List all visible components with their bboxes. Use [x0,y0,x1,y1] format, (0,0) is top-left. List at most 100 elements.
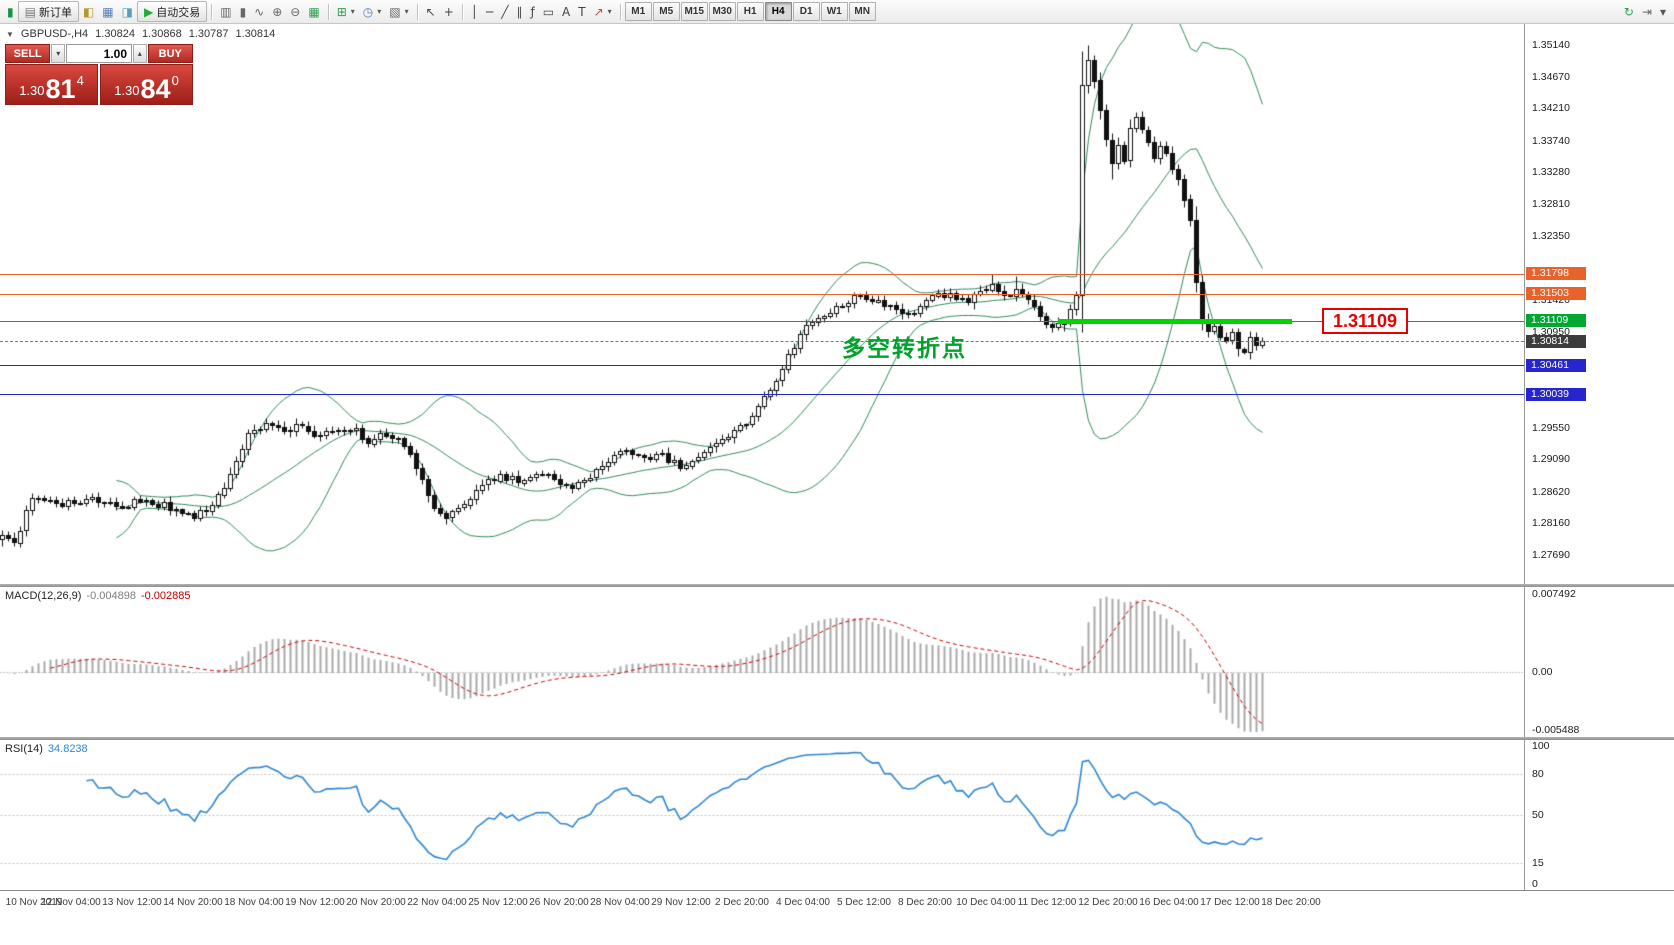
ohlc-low: 1.30787 [188,28,229,40]
fibonacci-button[interactable]: ƒ [526,1,538,22]
sell-price-pips: 81 [45,74,76,105]
period-button[interactable]: ◷ ▾ [359,1,386,22]
app-icon: ▮ [7,4,14,19]
timeframe-button-m30[interactable]: M30 [708,2,736,21]
macd-scale-label: 0.007492 [1532,588,1576,601]
label-button[interactable]: T [574,1,589,22]
new-order-button[interactable]: ▤ 新订单 [17,1,79,22]
trendline-icon: ╱ [501,4,509,19]
pane-separator[interactable] [0,737,1674,740]
price-scale[interactable]: 1.35140 1.34670 1.34210 1.33740 1.33280 1.328… [1524,24,1674,890]
one-click-collapse-icon[interactable]: ▼ [6,29,14,39]
price-scale-label: 1.34670 [1532,70,1570,83]
blue-support-line-1[interactable] [0,365,1524,367]
macd-indicator-label: MACD(12,26,9) -0.004898 -0.002885 [5,590,191,602]
lot-up-button[interactable]: ▴ [133,44,147,63]
timeframe-button-d1[interactable]: D1 [792,2,820,21]
blue-support-line-2[interactable] [0,394,1524,396]
rsi-scale-label: 50 [1532,809,1544,821]
annotation-text[interactable]: 多空转折点 [842,335,967,361]
timeframe-button-m5[interactable]: M5 [652,2,680,21]
channel-icon: ∥ [516,4,523,19]
arrows-button[interactable]: ↗ ▾ [590,1,616,22]
time-axis-label: 19 Nov 12:00 [285,897,345,908]
cursor-button[interactable]: ↖ [422,1,440,22]
line-chart-button[interactable]: ∿ [250,1,268,22]
macd-signal-value: -0.002885 [140,590,191,602]
timeframe-button-m15[interactable]: M15 [680,2,708,21]
sell-price-panel[interactable]: 1.30 81 4 [5,64,98,105]
macd-title-text: MACD(12,26,9) [5,590,82,602]
one-click-top-row: SELL ▾ ▴ BUY [5,44,193,63]
period-icon: ◷ [362,4,374,19]
navigator-icon: ◨ [121,4,133,19]
orange-resistance-line-1[interactable] [0,273,1524,275]
caret-down-icon: ▾ [350,7,355,16]
buy-price-pipette: 0 [171,73,179,88]
auto-scroll-button[interactable]: ↻ [1620,1,1638,22]
data-window-button[interactable]: ▦ [98,1,117,22]
pane-separator[interactable] [0,584,1674,587]
zoom-in-button[interactable]: ⊕ [268,1,286,22]
timeframe-button-h1[interactable]: H1 [736,2,764,21]
time-axis-label: 13 Nov 12:00 [102,897,162,908]
autotrading-button-label: 自动交易 [156,6,201,19]
orange-resistance-line-2[interactable] [0,293,1524,295]
tile-windows-button[interactable]: ▦ [304,1,323,22]
rsi-pane-canvas[interactable] [0,740,1524,890]
time-axis-label: 10 Nov 2019 [5,897,63,908]
timeframe-button-w1[interactable]: W1 [820,2,848,21]
candlestick-icon: ▮ [239,4,247,19]
crosshair-button[interactable]: + [440,1,458,22]
trendline-button[interactable]: ╱ [497,1,512,22]
toolbar-separator [416,3,418,20]
price-scale-badge-blue: 1.30039 [1526,387,1586,401]
candlestick-button[interactable]: ▮ [236,1,251,22]
sell-dropdown-button[interactable]: ▾ [51,44,65,63]
time-axis-label: 17 Dec 12:00 [1200,897,1260,908]
text-button[interactable]: A [558,1,574,22]
bar-chart-button[interactable]: ▥ [216,1,235,22]
price-scale-label: 1.33280 [1532,166,1570,179]
macd-pane-canvas[interactable] [0,587,1524,737]
price-scale-label: 1.32350 [1532,229,1570,242]
new-order-button-label: 新订单 [38,6,72,19]
horizontal-line-button[interactable]: ─ [482,1,497,22]
buy-price-panel[interactable]: 1.30 84 0 [100,64,193,105]
toolbar-group-5: │ ─ ╱ ∥ ƒ ▭ A T ↗ ▾ [467,0,616,23]
zoom-out-button[interactable]: ⊖ [286,1,304,22]
green-segment[interactable] [1058,319,1292,324]
channel-button[interactable]: ∥ [512,1,526,22]
time-axis-label: 5 Dec 12:00 [837,897,891,908]
symbol-period-label: GBPUSD-,H4 [20,28,89,40]
lot-size-input[interactable] [66,44,132,63]
shapes-button[interactable]: ▭ [539,1,558,22]
timeframe-button-mn[interactable]: MN [848,2,876,21]
autotrading-button[interactable]: ▶ 自动交易 [136,1,208,22]
price-scale-badge-orange: 1.31503 [1526,287,1586,301]
buy-button[interactable]: BUY [147,44,193,63]
sell-button[interactable]: SELL [5,44,51,63]
price-scale-label: 1.29090 [1532,453,1570,466]
ohlc-info: ▼ GBPUSD-,H4 1.30824 1.30868 1.30787 1.3… [6,28,275,40]
caret-down-icon: ▾ [377,7,382,16]
timeframe-button-m1[interactable]: M1 [624,2,652,21]
chart-shift-button[interactable]: ⇥ [1638,1,1656,22]
ohlc-open: 1.30824 [95,28,135,40]
market-watch-icon: ◧ [82,4,95,19]
new-chart-button[interactable]: ⊞ ▾ [333,1,359,22]
navigator-button[interactable]: ◨ [118,1,137,22]
time-axis[interactable]: 10 Nov 2019 12 Nov 04:00 13 Nov 12:00 14 No… [0,890,1674,923]
ohlc-close: 1.30814 [235,28,276,40]
timeframe-button-h4[interactable]: H4 [764,2,792,21]
vertical-line-button[interactable]: │ [467,1,482,22]
green-level-line[interactable] [0,320,1524,322]
market-watch-button[interactable]: ◧ [79,1,98,22]
templates-button[interactable]: ▧ ▾ [385,1,412,22]
toolbar-overflow-button[interactable]: ▾ [1656,1,1670,22]
level-price-label[interactable]: 1.31109 [1322,308,1409,334]
macd-main-value: -0.004898 [86,590,136,602]
price-chart-canvas[interactable] [0,24,1524,584]
current-price-line[interactable] [0,341,1524,343]
